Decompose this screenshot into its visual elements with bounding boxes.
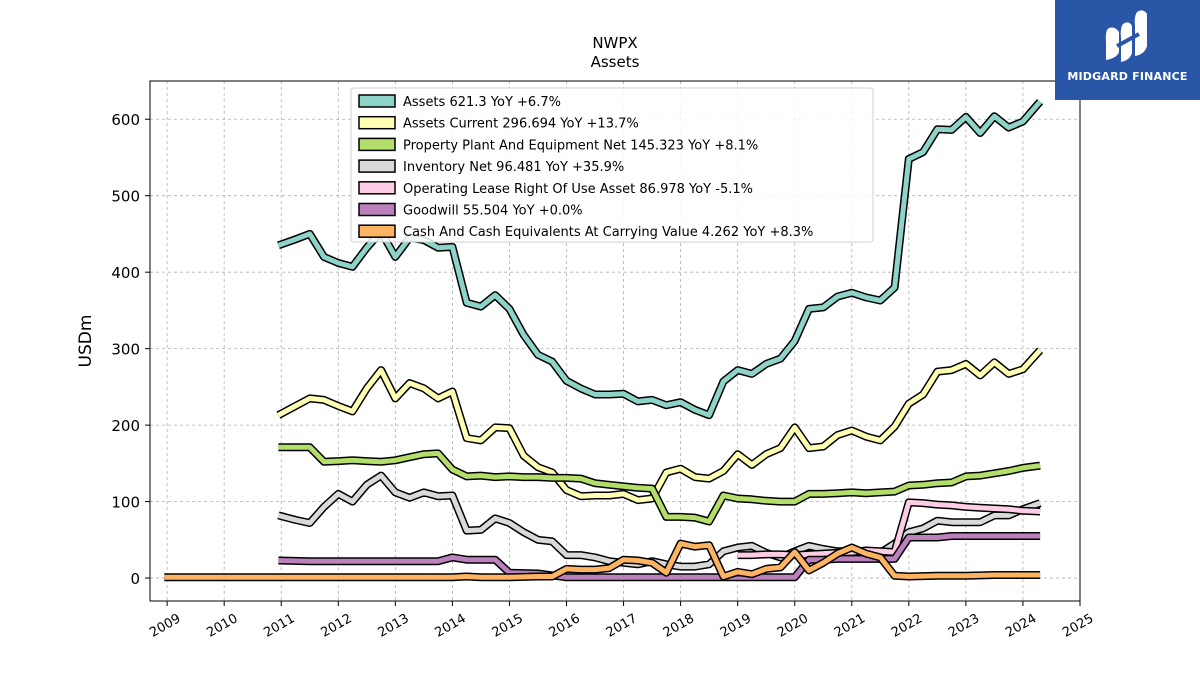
plot-frame xyxy=(149,80,1081,602)
legend-swatch xyxy=(358,94,396,108)
legend-swatch xyxy=(358,202,396,217)
series-line-fill xyxy=(277,473,1041,570)
y-axis-label: USDm xyxy=(76,315,96,368)
legend-swatch xyxy=(358,137,396,152)
legend-swatch xyxy=(358,181,396,195)
x-tick-label: 2013 xyxy=(376,611,412,641)
x-tick-label: 2010 xyxy=(204,611,240,641)
series-line xyxy=(278,443,1041,526)
brand-name: MIDGARD FINANCE xyxy=(1067,70,1188,83)
y-tick-label: 200 xyxy=(111,417,140,435)
legend-swatch xyxy=(358,159,396,173)
x-tick-label: 2025 xyxy=(1060,611,1096,641)
legend-entry: Goodwill 55.504 YoY +0.0% xyxy=(403,204,583,219)
x-tick-label: 2023 xyxy=(946,611,982,641)
legend-entry: Assets 621.3 YoY +6.7% xyxy=(403,95,561,110)
legend-swatch xyxy=(358,115,396,130)
series-line xyxy=(164,539,1041,582)
legend: Assets 621.3 YoY +6.7% Assets Current 296… xyxy=(350,87,874,243)
chart-title: NWPX xyxy=(592,34,637,52)
series-line xyxy=(277,471,1042,571)
series-line-fill xyxy=(278,444,1041,524)
legend-entry: Cash And Cash Equivalents At Carrying Va… xyxy=(403,225,813,240)
x-tick-label: 2009 xyxy=(147,611,183,641)
series-line xyxy=(278,532,1041,582)
x-tick-label: 2012 xyxy=(318,611,354,641)
x-tick-label: 2024 xyxy=(1003,611,1039,641)
legend-swatch xyxy=(358,224,396,238)
x-tick-label: 2015 xyxy=(490,611,526,641)
legend-entry: Operating Lease Right Of Use Asset 86.97… xyxy=(403,182,753,197)
x-tick-label: 2019 xyxy=(718,611,754,641)
chart-subtitle: Assets xyxy=(591,53,640,71)
y-tick-label: 0 xyxy=(130,570,140,588)
x-tick-label: 2014 xyxy=(433,611,469,641)
x-tick-label: 2018 xyxy=(661,611,697,641)
series-line-fill xyxy=(277,348,1042,503)
x-tick-label: 2017 xyxy=(604,611,640,641)
x-tick-label: 2011 xyxy=(261,611,297,641)
x-tick-label: 2016 xyxy=(547,611,583,641)
legend-entry: Property Plant And Equipment Net 145.323… xyxy=(403,138,758,153)
brand-logo: MIDGARD FINANCE xyxy=(1055,0,1200,100)
x-tick-label: 2022 xyxy=(889,611,925,641)
y-tick-label: 100 xyxy=(111,494,140,512)
x-tick-label: 2020 xyxy=(775,611,811,641)
midgard-logo-icon xyxy=(1105,10,1147,62)
y-tick-label: 600 xyxy=(111,111,140,129)
y-tick-label: 500 xyxy=(111,188,140,206)
legend-box xyxy=(350,87,874,243)
y-tick-label: 400 xyxy=(111,264,140,282)
legend-entry: Assets Current 296.694 YoY +13.7% xyxy=(403,117,639,132)
series-line-fill xyxy=(164,541,1041,580)
y-tick-label: 300 xyxy=(111,341,140,359)
x-tick-label: 2021 xyxy=(832,611,868,641)
series-line-fill xyxy=(278,533,1041,580)
series-line xyxy=(276,347,1044,505)
legend-entry: Inventory Net 96.481 YoY +35.9% xyxy=(403,160,624,175)
